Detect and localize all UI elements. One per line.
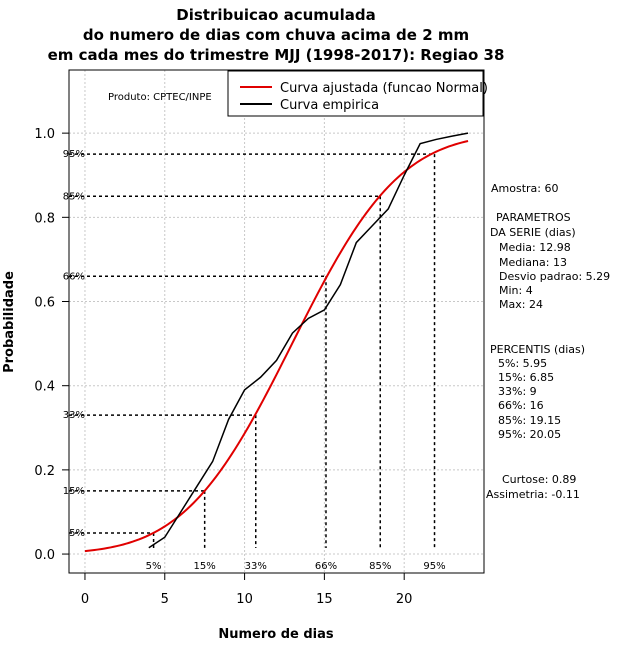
legend-label-fitted: Curva ajustada (funcao Normal) (280, 81, 488, 96)
grid (69, 70, 484, 573)
percentile-x-label-2: 33% (245, 561, 267, 572)
percentile-x-label-3: 66% (315, 561, 337, 572)
title-line-1: Distribuicao acumulada (176, 6, 375, 24)
percentile-y-label-4: 85% (63, 191, 85, 202)
param-mean: Media: 12.98 (499, 241, 571, 254)
param-min: Min: 4 (499, 284, 533, 297)
plot-frame (68, 69, 485, 574)
percentile-y-label-1: 15% (63, 486, 85, 497)
kurtosis: Curtose: 0.89 (502, 473, 576, 486)
y-tick-label-4: 0.8 (34, 211, 55, 226)
title-line-3: em cada mes do trimestre MJJ (1998-2017)… (48, 46, 505, 64)
param-stddev: Desvio padrao: 5.29 (499, 270, 610, 283)
percentile-15: 15%: 6.85 (498, 371, 554, 384)
y-tick-label-3: 0.6 (34, 296, 55, 311)
percentiles-title: PERCENTIS (dias) (490, 343, 585, 356)
x-tick-label-0: 0 (81, 592, 89, 607)
parameters-title-1: PARAMETROS (496, 211, 571, 224)
percentile-y-label-2: 33% (63, 410, 85, 421)
percentile-y-label-0: 5% (69, 528, 85, 539)
chart-title: Distribuicao acumulada do numero de dias… (48, 6, 505, 64)
series-line-fitted-normal (84, 139, 469, 553)
percentile-85: 85%: 19.15 (498, 414, 561, 427)
y-tick-label-5: 1.0 (34, 127, 55, 142)
y-tick-label-0: 0.0 (34, 548, 55, 563)
legend: Curva ajustada (funcao Normal) Curva emp… (227, 70, 488, 117)
percentile-guides: 5% 5% 15% 15% 33% 33% 66% 66% 85% 85% 95% 95% (63, 149, 446, 572)
percentile-y-label-5: 95% (63, 149, 85, 160)
percentile-x-label-5: 95% (423, 561, 445, 572)
percentile-33: 33%: 9 (498, 385, 537, 398)
x-tick-label-1: 5 (161, 592, 169, 607)
legend-label-empirical: Curva empirica (280, 98, 379, 113)
percentile-x-label-0: 5% (146, 561, 162, 572)
param-max: Max: 24 (499, 298, 543, 311)
percentile-y-label-3: 66% (63, 271, 85, 282)
x-axis: 0 5 10 15 20 (81, 573, 413, 607)
param-median: Mediana: 13 (499, 256, 567, 269)
x-axis-title: Numero de dias (218, 627, 334, 642)
product-label: Produto: CPTEC/INPE (108, 92, 212, 103)
y-axis: 0.0 0.2 0.4 0.6 0.8 1.0 (34, 127, 69, 563)
skewness: Assimetria: -0.11 (486, 488, 580, 501)
x-tick-label-4: 20 (396, 592, 413, 607)
side-panel: Amostra: 60 PARAMETROS DA SERIE (dias) M… (486, 182, 610, 501)
title-line-2: do numero de dias com chuva acima de 2 m… (83, 26, 469, 44)
percentile-x-label-1: 15% (194, 561, 216, 572)
series-line-empirical (148, 132, 469, 549)
y-axis-title: Probabilidade (2, 271, 17, 373)
percentile-5: 5%: 5.95 (498, 357, 547, 370)
y-tick-label-1: 0.2 (34, 464, 55, 479)
sample-size: Amostra: 60 (491, 182, 558, 195)
percentile-95: 95%: 20.05 (498, 428, 561, 441)
x-tick-label-3: 15 (316, 592, 333, 607)
y-tick-label-2: 0.4 (34, 380, 55, 395)
x-tick-label-2: 10 (236, 592, 253, 607)
percentile-66: 66%: 16 (498, 399, 544, 412)
parameters-title-2: DA SERIE (dias) (490, 226, 576, 239)
legend-box (227, 70, 484, 117)
percentile-x-label-4: 85% (369, 561, 391, 572)
